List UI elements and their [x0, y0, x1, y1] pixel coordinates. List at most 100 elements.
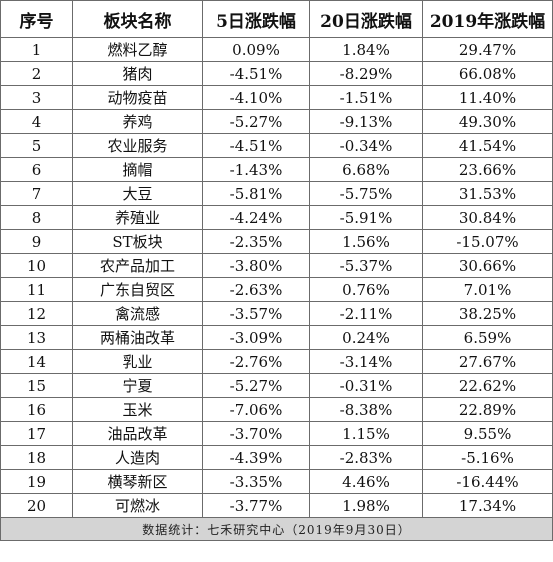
sector-performance-table: 序号 板块名称 5日涨跌幅 20日涨跌幅 2019年涨跌幅 1 燃料乙醇 0.09%…: [0, 0, 553, 541]
cell-20day-change: -2.11%: [309, 301, 423, 326]
cell-5day-change: -4.51%: [202, 133, 310, 158]
cell-20day-change: -9.13%: [309, 109, 423, 134]
cell-sector-name: 油品改革: [72, 421, 203, 446]
cell-index: 14: [0, 349, 73, 374]
cell-index: 1: [0, 37, 73, 62]
cell-index: 5: [0, 133, 73, 158]
cell-sector-name: 农产品加工: [72, 253, 203, 278]
cell-5day-change: -5.81%: [202, 181, 310, 206]
cell-2019-change: 66.08%: [422, 61, 553, 86]
cell-sector-name: 动物疫苗: [72, 85, 203, 110]
cell-2019-change: 30.66%: [422, 253, 553, 278]
cell-20day-change: -1.51%: [309, 85, 423, 110]
cell-2019-change: 27.67%: [422, 349, 553, 374]
cell-index: 7: [0, 181, 73, 206]
cell-5day-change: -2.35%: [202, 229, 310, 254]
cell-2019-change: 22.89%: [422, 397, 553, 422]
cell-index: 15: [0, 373, 73, 398]
table-row: 15 宁夏 -5.27% -0.31% 22.62%: [0, 373, 553, 398]
cell-index: 18: [0, 445, 73, 470]
cell-index: 13: [0, 325, 73, 350]
table-row: 4 养鸡 -5.27% -9.13% 49.30%: [0, 109, 553, 134]
table-row: 7 大豆 -5.81% -5.75% 31.53%: [0, 181, 553, 206]
cell-5day-change: -5.27%: [202, 109, 310, 134]
cell-index: 9: [0, 229, 73, 254]
cell-5day-change: -4.51%: [202, 61, 310, 86]
cell-index: 19: [0, 469, 73, 494]
cell-2019-change: 17.34%: [422, 493, 553, 518]
cell-5day-change: -3.70%: [202, 421, 310, 446]
cell-sector-name: 猪肉: [72, 61, 203, 86]
cell-5day-change: -4.39%: [202, 445, 310, 470]
cell-20day-change: -3.14%: [309, 349, 423, 374]
cell-index: 20: [0, 493, 73, 518]
cell-index: 8: [0, 205, 73, 230]
table-row: 19 横琴新区 -3.35% 4.46% -16.44%: [0, 469, 553, 494]
cell-20day-change: 1.56%: [309, 229, 423, 254]
footer-row: 数据统计：七禾研究中心（2019年9月30日）: [0, 517, 553, 541]
cell-5day-change: -4.24%: [202, 205, 310, 230]
cell-2019-change: 9.55%: [422, 421, 553, 446]
data-source-note: 数据统计：七禾研究中心（2019年9月30日）: [0, 517, 553, 541]
table-row: 14 乳业 -2.76% -3.14% 27.67%: [0, 349, 553, 374]
header-index: 序号: [0, 0, 73, 38]
table-row: 3 动物疫苗 -4.10% -1.51% 11.40%: [0, 85, 553, 110]
cell-sector-name: 乳业: [72, 349, 203, 374]
cell-index: 3: [0, 85, 73, 110]
cell-20day-change: 4.46%: [309, 469, 423, 494]
header-5day-change: 5日涨跌幅: [202, 0, 310, 38]
cell-sector-name: 农业服务: [72, 133, 203, 158]
cell-index: 2: [0, 61, 73, 86]
cell-20day-change: 6.68%: [309, 157, 423, 182]
cell-20day-change: 0.24%: [309, 325, 423, 350]
cell-20day-change: 1.15%: [309, 421, 423, 446]
cell-index: 12: [0, 301, 73, 326]
cell-2019-change: 23.66%: [422, 157, 553, 182]
table-row: 17 油品改革 -3.70% 1.15% 9.55%: [0, 421, 553, 446]
cell-5day-change: -3.80%: [202, 253, 310, 278]
cell-index: 16: [0, 397, 73, 422]
cell-5day-change: -1.43%: [202, 157, 310, 182]
cell-5day-change: -3.57%: [202, 301, 310, 326]
cell-5day-change: -5.27%: [202, 373, 310, 398]
cell-sector-name: 可燃冰: [72, 493, 203, 518]
cell-sector-name: 两桶油改革: [72, 325, 203, 350]
cell-2019-change: 30.84%: [422, 205, 553, 230]
cell-5day-change: -3.77%: [202, 493, 310, 518]
cell-index: 11: [0, 277, 73, 302]
table-row: 16 玉米 -7.06% -8.38% 22.89%: [0, 397, 553, 422]
cell-2019-change: 7.01%: [422, 277, 553, 302]
cell-index: 4: [0, 109, 73, 134]
cell-20day-change: -5.91%: [309, 205, 423, 230]
header-sector-name: 板块名称: [72, 0, 203, 38]
cell-sector-name: 禽流感: [72, 301, 203, 326]
cell-sector-name: 广东自贸区: [72, 277, 203, 302]
cell-20day-change: -8.29%: [309, 61, 423, 86]
table-row: 8 养殖业 -4.24% -5.91% 30.84%: [0, 205, 553, 230]
table-row: 11 广东自贸区 -2.63% 0.76% 7.01%: [0, 277, 553, 302]
table-row: 2 猪肉 -4.51% -8.29% 66.08%: [0, 61, 553, 86]
cell-20day-change: 0.76%: [309, 277, 423, 302]
table-row: 13 两桶油改革 -3.09% 0.24% 6.59%: [0, 325, 553, 350]
cell-2019-change: 38.25%: [422, 301, 553, 326]
cell-2019-change: 6.59%: [422, 325, 553, 350]
cell-5day-change: 0.09%: [202, 37, 310, 62]
cell-2019-change: 49.30%: [422, 109, 553, 134]
cell-20day-change: 1.84%: [309, 37, 423, 62]
cell-sector-name: 燃料乙醇: [72, 37, 203, 62]
cell-sector-name: ST板块: [72, 229, 203, 254]
cell-sector-name: 人造肉: [72, 445, 203, 470]
table-row: 10 农产品加工 -3.80% -5.37% 30.66%: [0, 253, 553, 278]
cell-sector-name: 玉米: [72, 397, 203, 422]
cell-index: 17: [0, 421, 73, 446]
cell-index: 10: [0, 253, 73, 278]
table-footer: 数据统计：七禾研究中心（2019年9月30日）: [0, 517, 553, 541]
cell-2019-change: -5.16%: [422, 445, 553, 470]
table-row: 1 燃料乙醇 0.09% 1.84% 29.47%: [0, 37, 553, 62]
cell-2019-change: 41.54%: [422, 133, 553, 158]
cell-2019-change: 29.47%: [422, 37, 553, 62]
header-20day-change: 20日涨跌幅: [309, 0, 423, 38]
header-row: 序号 板块名称 5日涨跌幅 20日涨跌幅 2019年涨跌幅: [0, 0, 553, 38]
cell-2019-change: 22.62%: [422, 373, 553, 398]
cell-sector-name: 养殖业: [72, 205, 203, 230]
